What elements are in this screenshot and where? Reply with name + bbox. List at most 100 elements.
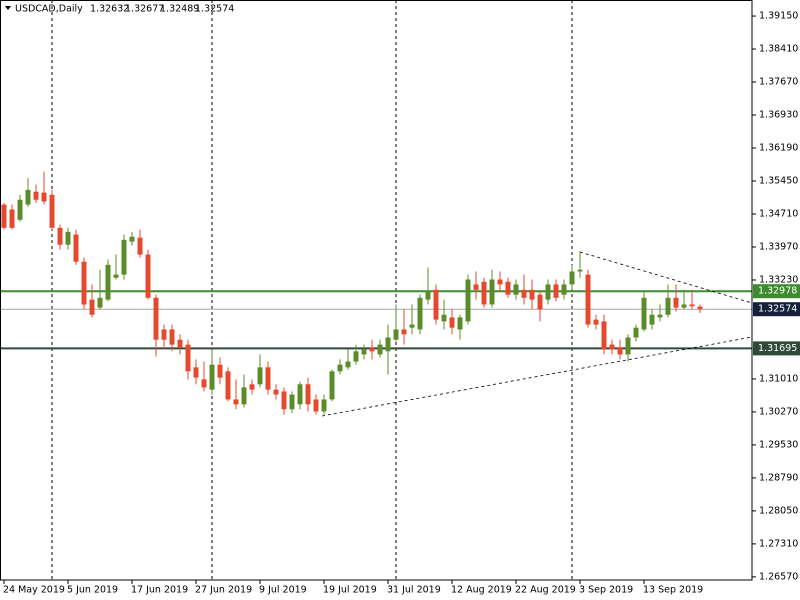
price-label: 1.31695: [758, 343, 797, 354]
x-tick-label: 17 Jun 2019: [131, 585, 188, 596]
plot-frame: [0, 0, 753, 581]
x-tick-label: 12 Aug 2019: [451, 585, 512, 596]
candle-body: [553, 284, 559, 298]
y-tick-label: 1.26570: [759, 571, 798, 582]
candle-body: [505, 281, 511, 295]
price-label: 1.32978: [758, 286, 797, 297]
candle-body: [89, 299, 95, 315]
candle-body: [401, 329, 407, 335]
candle-body: [641, 297, 647, 330]
x-tick-label: 13 Sep 2019: [643, 585, 703, 596]
candle-body: [377, 344, 383, 355]
candle-body: [305, 384, 311, 405]
header-high: 1.32677: [125, 4, 164, 15]
candle-body: [665, 297, 671, 315]
y-tick-label: 1.36190: [759, 143, 798, 154]
candle-body: [681, 304, 687, 308]
candle-body: [273, 389, 279, 395]
candle-body: [361, 349, 367, 355]
candle-body: [329, 371, 335, 400]
candle-body: [697, 306, 703, 310]
candle-body: [201, 379, 207, 388]
candle-body: [425, 291, 431, 300]
y-tick-label: 1.28050: [759, 505, 798, 516]
candle-body: [393, 329, 399, 340]
candle-body: [649, 314, 655, 325]
candle-body: [9, 209, 15, 228]
menu-icon[interactable]: [5, 6, 11, 10]
candle-body: [577, 269, 583, 272]
candle-body: [177, 339, 183, 348]
candle-body: [265, 367, 271, 390]
candle-body: [169, 329, 175, 345]
candle-body: [657, 314, 663, 318]
header-open: 1.32632: [90, 4, 129, 15]
y-tick-label: 1.30270: [759, 406, 798, 417]
price-label-bg: [753, 302, 800, 317]
candle-body: [689, 304, 695, 307]
price-label-bg: [753, 284, 800, 299]
candle-body: [257, 367, 263, 385]
candle-body: [545, 284, 551, 300]
y-tick-label: 1.29530: [759, 439, 798, 450]
candle-body: [441, 314, 447, 322]
candle-body: [1, 204, 7, 228]
y-tick-label: 1.33230: [759, 274, 798, 285]
y-tick-label: 1.38410: [759, 44, 798, 55]
candle-body: [337, 364, 343, 372]
candle-body: [97, 297, 103, 308]
candle-body: [345, 361, 351, 368]
candle-body: [473, 284, 479, 290]
x-tick-label: 22 Aug 2019: [515, 585, 576, 596]
candle-body: [417, 297, 423, 330]
candle-body: [153, 297, 159, 340]
candle-body: [121, 239, 127, 275]
candle-body: [297, 384, 303, 405]
x-tick-label: 31 Jul 2019: [387, 585, 441, 596]
candles: [1, 171, 703, 415]
candle-body: [73, 234, 79, 262]
candle-body: [353, 351, 359, 362]
candle-body: [385, 337, 391, 352]
candle-body: [233, 399, 239, 405]
y-tick-label: 1.27310: [759, 538, 798, 549]
candle-body: [41, 192, 47, 202]
candle-body: [57, 227, 63, 245]
y-tick-label: 1.36930: [759, 110, 798, 121]
candle-body: [217, 364, 223, 378]
candle-body: [489, 279, 495, 305]
candle-body: [673, 297, 679, 308]
y-tick-label: 1.31010: [759, 373, 798, 384]
price-label: 1.32574: [758, 304, 797, 315]
candle-body: [609, 344, 615, 350]
header-close: 1.32574: [195, 4, 234, 15]
candle-body: [161, 329, 167, 340]
candle-body: [81, 261, 87, 305]
candle-body: [193, 367, 199, 378]
trendline: [321, 336, 753, 417]
candle-body: [17, 199, 23, 220]
y-tick-label: 1.35450: [759, 175, 798, 186]
candle-body: [537, 294, 543, 310]
candle-body: [289, 394, 295, 410]
candle-body: [625, 337, 631, 355]
candle-body: [633, 327, 639, 338]
candle-body: [185, 344, 191, 372]
price-label-bg: [753, 341, 800, 356]
candle-body: [241, 387, 247, 405]
candle-body: [569, 271, 575, 285]
candle-body: [409, 324, 415, 328]
y-tick-label: 1.39150: [759, 11, 798, 22]
candle-body: [313, 399, 319, 412]
candle-body: [209, 364, 215, 390]
x-tick-label: 3 Sep 2019: [579, 585, 633, 596]
candle-body: [225, 371, 231, 400]
candle-body: [465, 279, 471, 322]
header-low: 1.32489: [160, 4, 199, 15]
axes: 1.39150 1.38410 1.37670 1.36930 1.36190 1.354…: [3, 11, 800, 596]
candle-body: [129, 236, 135, 242]
candle-body: [593, 319, 599, 325]
